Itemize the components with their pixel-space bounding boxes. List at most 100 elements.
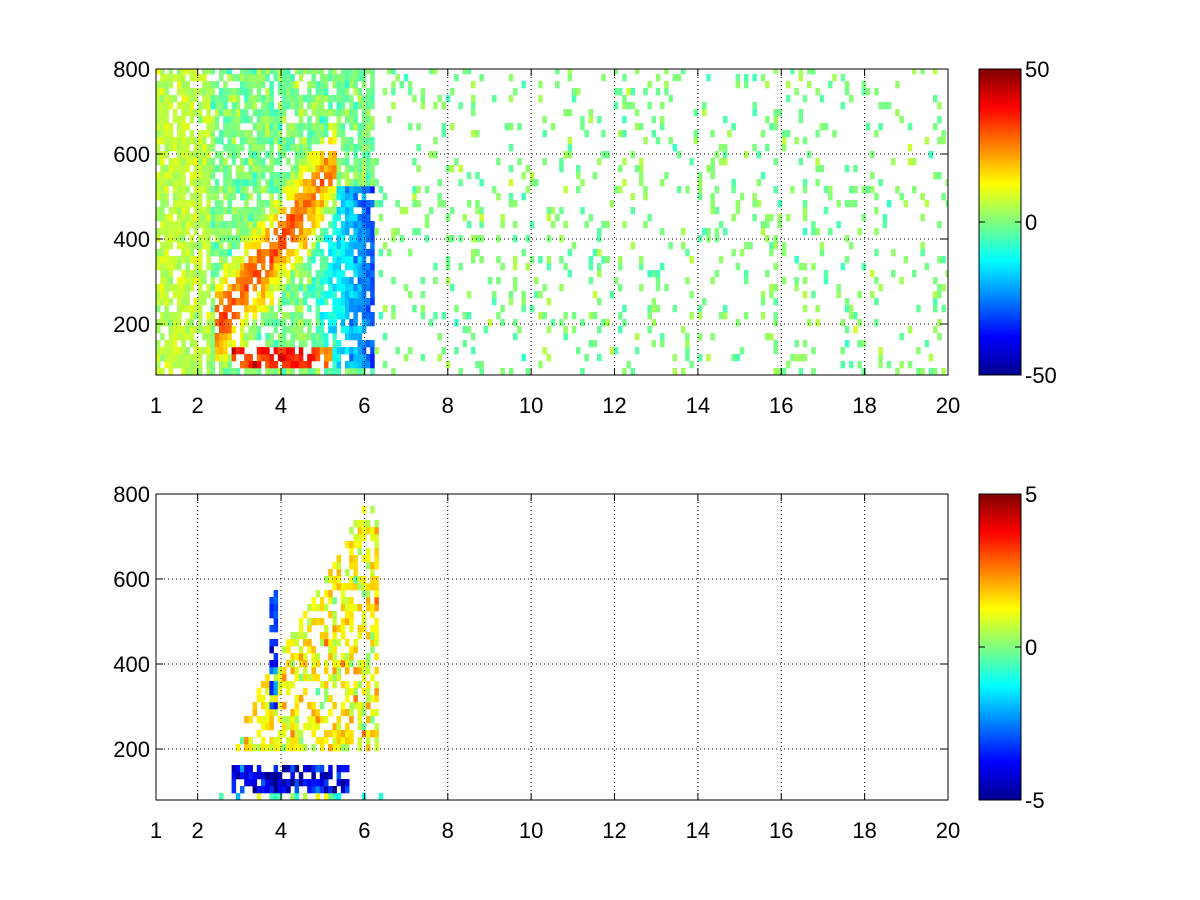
- heatmap-cell: [193, 361, 199, 369]
- heatmap-cell: [349, 186, 354, 194]
- heatmap-cell: [219, 137, 224, 145]
- heatmap-cell: [269, 660, 274, 668]
- heatmap-cell: [156, 102, 161, 110]
- heatmap-cell: [244, 772, 249, 780]
- heatmap-cell: [286, 69, 291, 75]
- heatmap-cell: [261, 716, 266, 724]
- heatmap-cell: [307, 639, 312, 647]
- heatmap-cell: [193, 354, 199, 362]
- heatmap-cell: [660, 116, 665, 124]
- heatmap-cell: [508, 200, 514, 208]
- heatmap-cell: [168, 361, 174, 369]
- heatmap-cell: [156, 137, 161, 145]
- heatmap-cell: [353, 541, 358, 549]
- heatmap-cell: [336, 354, 342, 362]
- heatmap-cell: [160, 158, 165, 166]
- heatmap-cell: [697, 186, 703, 194]
- heatmap-cell: [361, 277, 367, 285]
- heatmap-cell: [214, 137, 220, 145]
- heatmap-cell: [244, 88, 249, 96]
- heatmap-cell: [294, 193, 300, 201]
- heatmap-cell: [244, 158, 249, 166]
- heatmap-cell: [294, 207, 300, 215]
- heatmap-cell: [345, 597, 350, 605]
- heatmap-cell: [286, 737, 291, 745]
- heatmap-cell: [189, 193, 195, 201]
- heatmap-cell: [634, 347, 640, 355]
- heatmap-cell: [597, 298, 602, 306]
- heatmap-cell: [395, 200, 400, 208]
- heatmap-cell: [689, 312, 694, 320]
- heatmap-cell: [815, 319, 820, 327]
- heatmap-cell: [311, 744, 316, 752]
- heatmap-cell: [597, 249, 602, 257]
- heatmap-cell: [357, 340, 363, 348]
- heatmap-cell: [240, 340, 245, 348]
- heatmap-cell: [521, 354, 526, 362]
- colorbar-tick-label: 0: [1025, 210, 1037, 235]
- heatmap-cell: [189, 137, 195, 145]
- heatmap-cell: [286, 786, 291, 794]
- heatmap-cell: [269, 263, 274, 271]
- heatmap-cell: [332, 618, 337, 626]
- heatmap-cell: [655, 270, 661, 278]
- heatmap-cell: [177, 319, 182, 327]
- heatmap-cell: [227, 151, 232, 159]
- heatmap-cell: [298, 263, 304, 271]
- heatmap-cell: [324, 576, 329, 584]
- heatmap-cell: [622, 319, 627, 327]
- heatmap-cell: [177, 298, 182, 306]
- heatmap-cell: [156, 347, 161, 355]
- heatmap-cell: [546, 214, 552, 222]
- heatmap-cell: [202, 347, 207, 355]
- heatmap-cell: [164, 270, 169, 278]
- heatmap-cell: [370, 361, 375, 369]
- heatmap-cell: [273, 702, 279, 710]
- heatmap-cell: [340, 744, 346, 752]
- heatmap-cell: [273, 618, 279, 626]
- heatmap-cell: [433, 69, 438, 75]
- heatmap-cell: [895, 81, 900, 89]
- heatmap-cell: [307, 200, 312, 208]
- heatmap-cell: [160, 123, 165, 131]
- heatmap-cell: [307, 186, 312, 194]
- heatmap-cell: [324, 235, 329, 243]
- heatmap-cell: [256, 81, 262, 89]
- heatmap-cell: [235, 347, 241, 355]
- heatmap-cell: [214, 116, 220, 124]
- heatmap-cell: [370, 102, 375, 110]
- heatmap-cell: [277, 172, 283, 180]
- heatmap-cell: [370, 716, 375, 724]
- heatmap-cell: [416, 144, 421, 152]
- heatmap-cell: [219, 298, 224, 306]
- heatmap-cell: [374, 723, 379, 731]
- heatmap-cell: [198, 326, 203, 334]
- heatmap-cell: [328, 674, 333, 682]
- heatmap-cell: [378, 200, 384, 208]
- heatmap-cell: [786, 95, 791, 103]
- heatmap-cell: [328, 263, 333, 271]
- heatmap-cell: [206, 326, 211, 334]
- heatmap-cell: [760, 228, 766, 236]
- heatmap-cell: [223, 277, 228, 285]
- heatmap-cell: [231, 221, 237, 229]
- heatmap-cell: [311, 172, 316, 180]
- heatmap-cell: [181, 81, 186, 89]
- heatmap-cell: [920, 69, 925, 75]
- heatmap-cell: [340, 123, 346, 131]
- heatmap-cell: [937, 256, 942, 264]
- heatmap-cell: [807, 69, 812, 75]
- heatmap-cell: [298, 172, 304, 180]
- heatmap-cell: [227, 340, 232, 348]
- heatmap-cell: [261, 277, 266, 285]
- heatmap-cell: [357, 709, 363, 717]
- heatmap-cell: [290, 730, 295, 738]
- heatmap-cell: [340, 291, 346, 299]
- heatmap-cell: [685, 347, 690, 355]
- heatmap-cell: [277, 347, 283, 355]
- heatmap-cell: [307, 165, 312, 173]
- heatmap-cell: [298, 242, 304, 250]
- heatmap-cell: [265, 340, 270, 348]
- heatmap-cell: [290, 130, 295, 138]
- heatmap-cell: [261, 123, 266, 131]
